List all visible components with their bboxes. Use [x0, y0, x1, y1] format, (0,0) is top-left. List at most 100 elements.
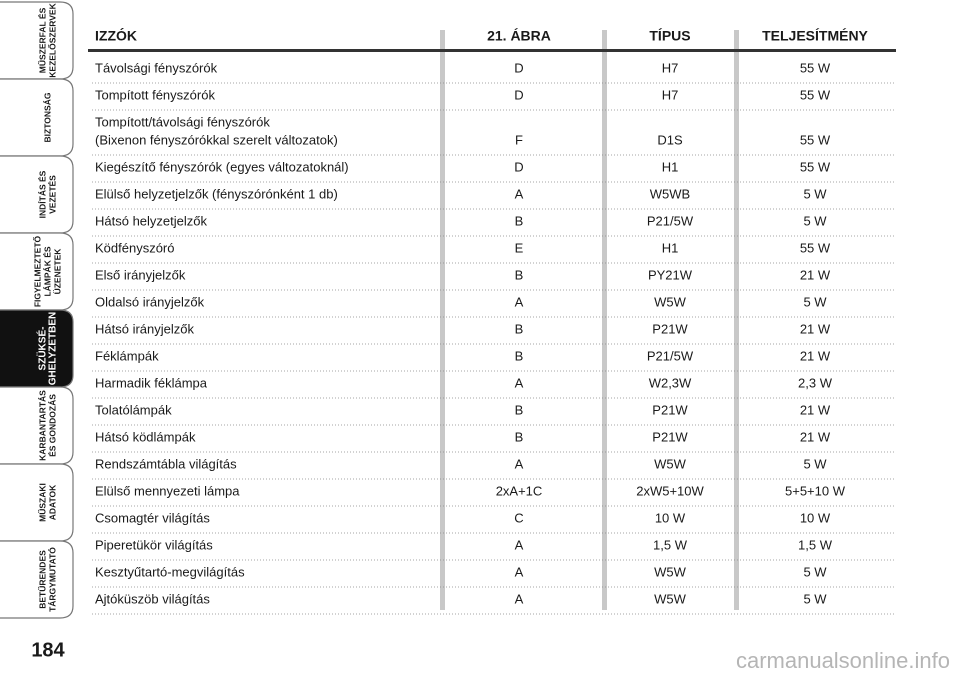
sidebar-tab-label: TÁRGYMUTATÓ — [46, 547, 57, 612]
cell: 1,5 W — [653, 537, 688, 552]
cell: Elülső mennyezeti lámpa — [95, 483, 240, 498]
sidebar-tab-label: MŰSZAKI — [36, 483, 47, 522]
cell: 2,3 W — [798, 375, 833, 390]
sidebar-tab-label: MŰSZERFAL ÉS — [36, 7, 47, 73]
cell: Kesztyűtartó-megvilágítás — [95, 564, 245, 579]
cell: 21 W — [800, 429, 831, 444]
page-number: 184 — [31, 639, 65, 661]
cell: Hátsó ködlámpák — [95, 429, 196, 444]
column-header: TÍPUS — [649, 28, 690, 44]
cell: A — [515, 294, 524, 309]
cell: 1,5 W — [798, 537, 833, 552]
cell: A — [515, 456, 524, 471]
sidebar-tab-label: ÜZENETEK — [52, 248, 62, 295]
cell: W5WB — [650, 186, 690, 201]
cell: 5 W — [803, 186, 827, 201]
cell: B — [515, 402, 524, 417]
cell: 21 W — [800, 348, 831, 363]
cell: P21/5W — [647, 213, 694, 228]
cell: 21 W — [800, 267, 831, 282]
sidebar-tab-label: KEZELŐSZERVEK — [46, 2, 57, 77]
cell: Hátsó irányjelzők — [95, 321, 194, 336]
sidebar-tab-label: SZÜKSÉ- — [36, 327, 49, 371]
cell: (Bixenon fényszórókkal szerelt változato… — [95, 132, 338, 147]
cell: A — [515, 186, 524, 201]
cell: Harmadik féklámpa — [95, 375, 208, 390]
cell: Első irányjelzők — [95, 267, 186, 282]
cell: P21/5W — [647, 348, 694, 363]
watermark: carmanualsonline.info — [736, 648, 950, 673]
column-divider — [440, 30, 445, 610]
cell: Tompított fényszórók — [95, 87, 215, 102]
column-divider — [734, 30, 739, 610]
column-header: IZZÓK — [95, 27, 137, 44]
sidebar-tab-label: FIGYELMEZTETŐ — [31, 235, 42, 307]
sidebar-tab-label: ADATOK — [47, 484, 57, 520]
sidebar-tab — [0, 309, 74, 388]
sidebar-tab — [0, 155, 74, 234]
sidebar-tab-label: VEZETÉS — [47, 175, 57, 214]
sidebar-tab-label: KARBANTARTÁS — [37, 390, 47, 461]
cell: P21W — [652, 321, 688, 336]
cell: Oldalsó irányjelzők — [95, 294, 205, 309]
cell: D — [514, 60, 523, 75]
cell: H1 — [662, 240, 679, 255]
cell: Hátsó helyzetjelzők — [95, 213, 207, 228]
cell: P21W — [652, 402, 688, 417]
cell: Ajtóküszöb világítás — [95, 591, 210, 606]
sidebar-tab — [0, 232, 74, 311]
cell: B — [515, 321, 524, 336]
sidebar-tab-label: BETŰRENDES — [36, 550, 47, 609]
cell: Csomagtér világítás — [95, 510, 210, 525]
cell: W5W — [654, 294, 687, 309]
cell: 5 W — [803, 564, 827, 579]
cell: Féklámpák — [95, 348, 159, 363]
cell: D — [514, 87, 523, 102]
sidebar-tab-label: ÉS GONDOZÁS — [47, 394, 57, 457]
cell: W2,3W — [649, 375, 692, 390]
sidebar-tab-label: INDÍTÁS ÉS — [37, 170, 47, 218]
cell: 5+5+10 W — [785, 483, 846, 498]
cell: A — [515, 537, 524, 552]
cell: B — [515, 348, 524, 363]
cell: 21 W — [800, 402, 831, 417]
cell: B — [515, 429, 524, 444]
cell: 55 W — [800, 132, 831, 147]
cell: A — [515, 591, 524, 606]
cell: Távolsági fényszórók — [95, 60, 218, 75]
cell: Elülső helyzetjelzők (fényszórónként 1 d… — [95, 186, 338, 201]
cell: H7 — [662, 60, 679, 75]
cell: B — [515, 267, 524, 282]
cell: 10 W — [800, 510, 831, 525]
cell: A — [515, 375, 524, 390]
cell: 5 W — [803, 591, 827, 606]
cell: D — [514, 159, 523, 174]
cell: H7 — [662, 87, 679, 102]
column-header: TELJESÍTMÉNY — [762, 28, 868, 44]
cell: 21 W — [800, 321, 831, 336]
sidebar-tab — [0, 1, 74, 80]
cell: P21W — [652, 429, 688, 444]
cell: F — [515, 132, 523, 147]
cell: Piperetükör világítás — [95, 537, 213, 552]
header-rule — [88, 49, 896, 52]
cell: A — [515, 564, 524, 579]
cell: W5W — [654, 591, 687, 606]
cell: 5 W — [803, 294, 827, 309]
column-header: 21. ÁBRA — [487, 28, 551, 44]
sidebar-tab — [0, 78, 74, 157]
cell: 2xA+1C — [496, 483, 543, 498]
column-divider — [602, 30, 607, 610]
sidebar-tab-label: GHELYZETBEN — [48, 312, 59, 386]
cell: 55 W — [800, 87, 831, 102]
cell: C — [514, 510, 523, 525]
cell: 55 W — [800, 240, 831, 255]
cell: 5 W — [803, 213, 827, 228]
cell: W5W — [654, 456, 687, 471]
cell: Rendszámtábla világítás — [95, 456, 237, 471]
cell: Tolatólámpák — [95, 402, 172, 417]
sidebar-tab — [0, 386, 74, 465]
cell: Tompított/távolsági fényszórók — [95, 114, 270, 129]
cell: 55 W — [800, 159, 831, 174]
